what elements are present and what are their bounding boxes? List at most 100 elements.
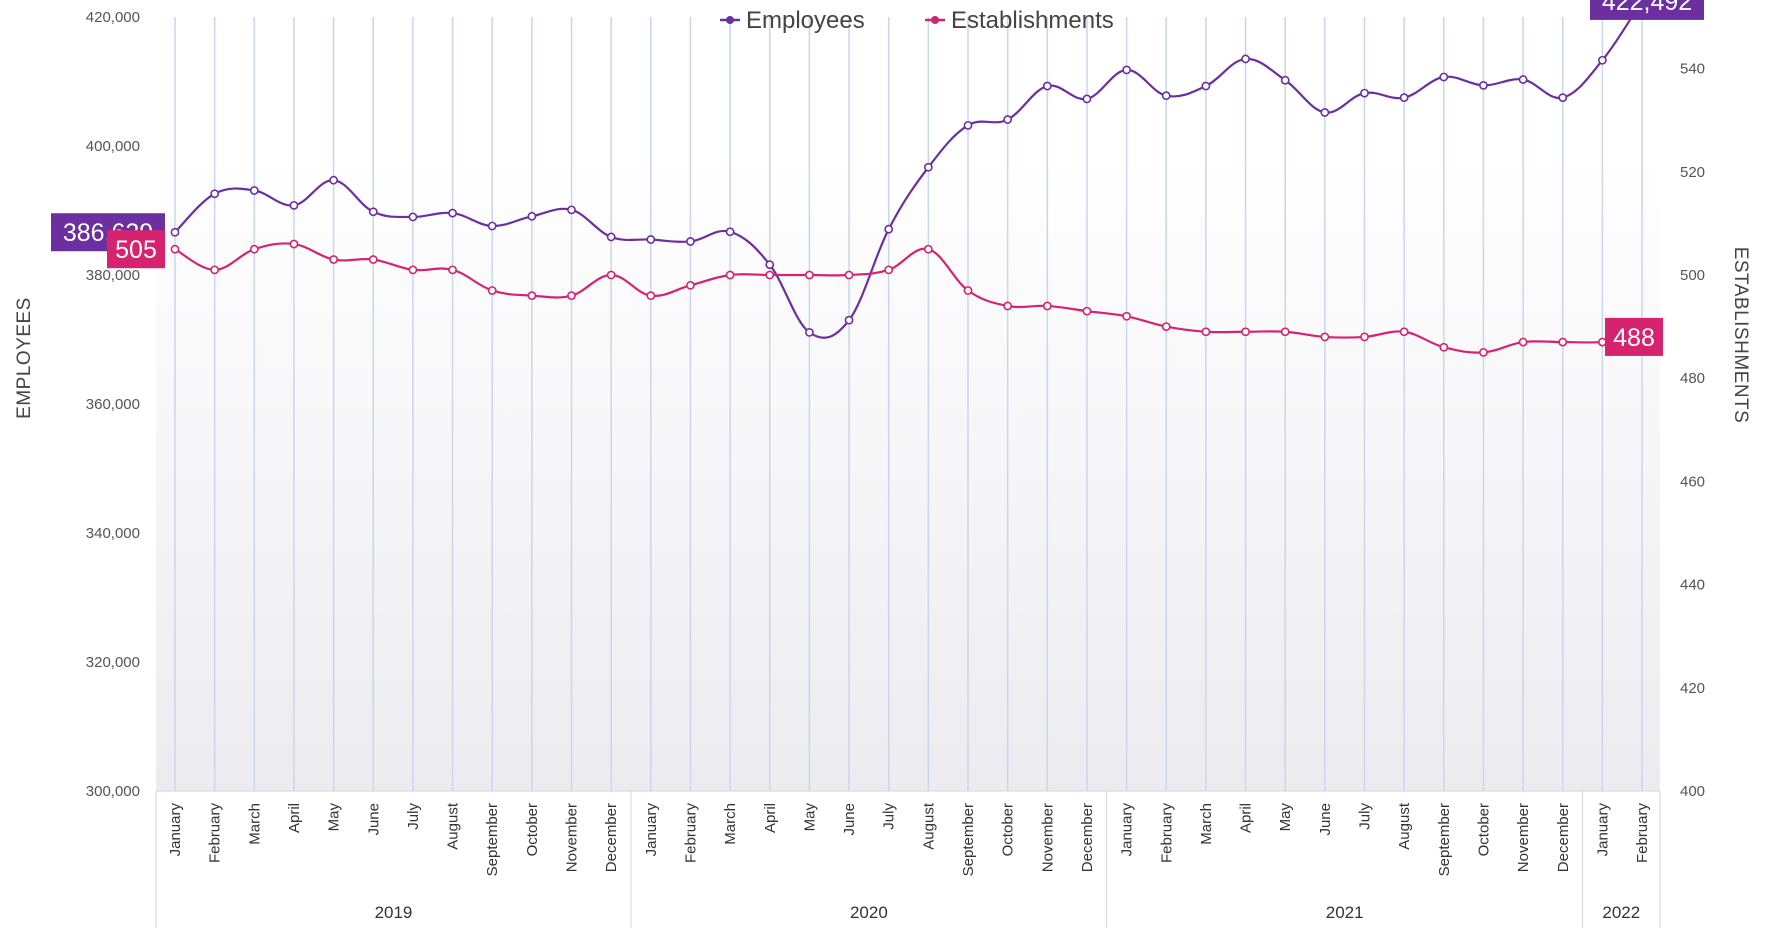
data-point-employees: [567, 205, 576, 215]
left-tick-label: 340,000: [86, 525, 140, 542]
month-tick-label: April: [1238, 803, 1255, 833]
data-point-employees: [1598, 55, 1607, 65]
data-point-establishments: [1003, 301, 1013, 311]
month-tick-label: May: [801, 803, 818, 832]
left-tick-label: 380,000: [86, 267, 140, 284]
data-point-employees: [487, 221, 497, 231]
data-point-employees: [686, 237, 695, 246]
month-tick-label: January: [643, 803, 660, 857]
data-point-employees: [1439, 72, 1449, 82]
right-tick-label: 500: [1680, 267, 1705, 284]
month-tick-label: July: [405, 803, 422, 830]
data-point-employees: [725, 227, 735, 237]
data-point-employees: [646, 235, 656, 244]
month-tick-label: September: [1436, 803, 1453, 876]
plot-background: [156, 157, 1660, 791]
month-tick-label: December: [1079, 803, 1096, 872]
data-point-employees: [1241, 54, 1250, 64]
month-tick-label: June: [841, 803, 858, 836]
data-point-establishments: [210, 265, 220, 275]
data-point-establishments: [805, 270, 814, 280]
x-axis-year-groups: 2019 2020 2021 2022: [155, 791, 1661, 928]
data-point-employees: [1558, 93, 1568, 103]
series-employees: [170, 0, 1647, 339]
data-point-establishments: [1201, 327, 1211, 337]
month-tick-label: January: [167, 803, 184, 857]
year-label: 2020: [850, 903, 888, 922]
data-point-employees: [1003, 115, 1013, 124]
right-tick-label: 480: [1680, 370, 1705, 387]
legend-label-employees: Employees: [746, 7, 865, 34]
right-tick-label: 540: [1680, 61, 1705, 78]
data-point-employees: [884, 224, 894, 234]
legend-label-establishments: Establishments: [951, 7, 1114, 34]
data-point-employees: [1280, 75, 1290, 85]
gridlines: [174, 17, 1643, 791]
data-point-employees: [1399, 93, 1409, 103]
data-point-establishments: [1042, 301, 1052, 311]
data-point-employees: [1320, 108, 1330, 117]
month-tick-label: August: [1396, 802, 1413, 850]
data-point-employees: [844, 315, 854, 325]
year-label: 2021: [1326, 903, 1364, 922]
data-point-employees: [1360, 88, 1369, 98]
month-tick-label: September: [484, 803, 501, 876]
data-point-establishments: [1320, 332, 1330, 342]
data-point-establishments: [527, 291, 537, 301]
data-point-establishments: [329, 255, 338, 264]
data-point-establishments: [884, 265, 894, 275]
month-tick-label: August: [920, 802, 937, 850]
data-point-employees: [1082, 94, 1092, 104]
legend: Employees Establishments: [720, 7, 1114, 34]
month-tick-label: October: [524, 803, 541, 856]
data-point-employees: [1518, 75, 1528, 84]
data-point-employees: [289, 200, 299, 210]
data-point-establishments: [765, 270, 775, 280]
data-point-establishments: [1280, 327, 1290, 337]
data-point-employees: [1201, 81, 1211, 91]
data-point-establishments: [1122, 311, 1131, 321]
right-tick-label: 420: [1680, 680, 1705, 697]
data-point-employees: [448, 208, 457, 218]
data-point-establishments: [408, 265, 418, 275]
left-tick-label: 360,000: [86, 396, 140, 413]
month-tick-label: March: [1198, 803, 1215, 845]
data-point-establishments: [963, 286, 973, 295]
left-tick-label: 400,000: [86, 138, 140, 155]
data-point-establishments: [686, 280, 695, 290]
data-point-employees: [527, 211, 537, 221]
month-tick-label: November: [564, 803, 581, 872]
data-point-employees: [329, 175, 338, 185]
month-tick-label: July: [1357, 803, 1374, 830]
right-tick-label: 400: [1680, 783, 1705, 800]
data-point-establishments: [1558, 337, 1568, 347]
data-point-establishments: [606, 270, 616, 280]
callout-badge-establishments: [107, 230, 165, 269]
year-label: 2022: [1602, 903, 1640, 922]
data-point-establishments: [368, 255, 378, 264]
data-point-establishments: [725, 270, 735, 280]
data-point-establishments: [1161, 322, 1171, 331]
data-point-employees: [408, 212, 418, 222]
data-point-employees: [805, 328, 814, 337]
month-tick-label: November: [1515, 803, 1532, 872]
left-tick-label: 300,000: [86, 783, 140, 800]
data-point-employees: [1479, 80, 1488, 90]
callout-text-employees: 422,492: [1602, 0, 1692, 16]
right-axis: 400 420 440 460 480 500 520 540: [1680, 61, 1705, 800]
month-tick-label: February: [1634, 803, 1651, 864]
data-point-employees: [963, 120, 973, 130]
data-point-employees: [368, 207, 378, 217]
month-tick-label: April: [286, 803, 303, 833]
data-point-establishments: [1241, 327, 1250, 337]
month-tick-label: December: [1555, 803, 1572, 872]
left-axis-title: EMPLOYEES: [14, 297, 35, 419]
month-tick-label: March: [722, 803, 739, 845]
data-point-employees: [765, 260, 775, 270]
month-tick-label: July: [881, 803, 898, 830]
month-tick-label: April: [762, 803, 779, 833]
x-axis-month-labels: January February March April May June July Augu…: [167, 802, 1651, 876]
month-tick-label: December: [603, 803, 620, 872]
